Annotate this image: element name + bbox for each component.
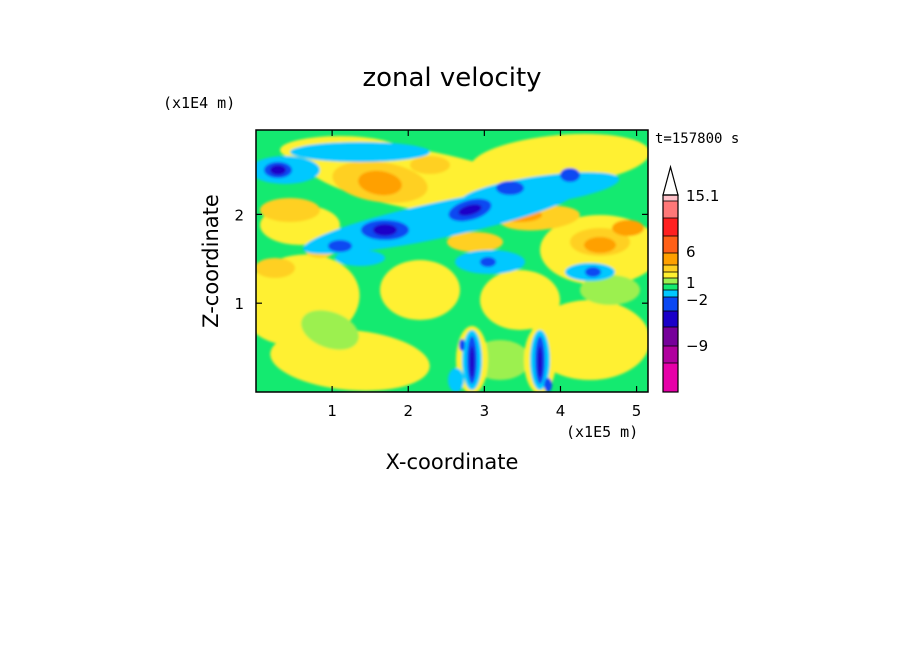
contour-blob	[373, 224, 397, 236]
contour-blob	[410, 156, 450, 174]
x-tick-label: 4	[556, 402, 566, 420]
colorbar-band	[663, 278, 678, 284]
colorbar-band	[663, 290, 678, 297]
colorbar-band	[663, 265, 678, 272]
chart-title: zonal velocity	[362, 63, 541, 93]
y-axis-label: Z-coordinate	[199, 194, 223, 328]
colorbar-band	[663, 311, 678, 327]
contour-blob	[585, 267, 601, 277]
contour-blob	[335, 250, 385, 266]
contour-blob	[469, 346, 475, 378]
contour-blob	[580, 275, 640, 305]
colorbar-band	[663, 195, 678, 201]
contour-blob	[537, 346, 543, 378]
colorbar-band	[663, 201, 678, 218]
colorbar-band	[663, 297, 678, 311]
contour-blob	[358, 170, 402, 196]
contour-blob	[584, 237, 616, 253]
contour-blob	[530, 300, 648, 380]
y-axis-ticks: 12	[234, 206, 648, 313]
colorbar-band	[663, 327, 678, 346]
x-tick-label: 2	[403, 402, 413, 420]
colorbar-band	[663, 218, 678, 236]
x-tick-label: 3	[480, 402, 490, 420]
contour-blob	[380, 260, 460, 320]
x-axis-ticks: 1 2 3 4 5	[327, 130, 641, 420]
contour-blob	[459, 339, 465, 351]
contour-blob	[447, 232, 503, 252]
colorbar-label: −9	[686, 337, 708, 355]
colorbar: 15.1 6 1−2 −9	[662, 164, 719, 393]
colorbar-band	[663, 363, 678, 392]
contour-blob	[460, 172, 620, 208]
contour-blob	[544, 378, 552, 392]
colorbar-band	[663, 253, 678, 265]
colorbar-band	[663, 272, 678, 278]
contour-blob	[328, 240, 352, 252]
contour-blob	[448, 368, 464, 392]
contour-blob	[270, 165, 286, 175]
contour-blob	[480, 270, 560, 330]
contour-blob	[480, 257, 496, 267]
contour-blob	[301, 310, 359, 350]
colorbar-band	[663, 284, 678, 290]
colorbar-label: 6	[686, 243, 696, 261]
contour-blob	[458, 204, 482, 216]
contour-layers	[256, 133, 648, 392]
contour-blob	[256, 258, 295, 278]
contour-blob	[612, 220, 644, 236]
plot-frame	[255, 129, 649, 393]
colorbar-band	[663, 236, 678, 253]
y-tick-label: 1	[234, 295, 244, 313]
colorbar-label: −2	[686, 291, 708, 309]
colorbar-label: 15.1	[686, 187, 719, 205]
y-unit-label: (x1E4 m)	[163, 94, 235, 112]
colorbar-band	[663, 346, 678, 363]
contour-blob	[496, 181, 524, 195]
colorbar-extend-arrow	[662, 164, 679, 196]
contour-blob	[270, 329, 430, 391]
x-axis-label: X-coordinate	[386, 450, 519, 474]
contour-blob	[260, 198, 320, 222]
y-tick-label: 2	[234, 206, 244, 224]
contour-blob	[290, 142, 430, 162]
time-label: t=157800 s	[655, 131, 739, 147]
x-tick-label: 1	[327, 402, 337, 420]
x-unit-label: (x1E5 m)	[566, 423, 638, 441]
x-tick-label: 5	[632, 402, 642, 420]
contour-field	[256, 133, 648, 392]
contour-blob	[560, 168, 580, 182]
colorbar-label: 1	[686, 274, 696, 292]
